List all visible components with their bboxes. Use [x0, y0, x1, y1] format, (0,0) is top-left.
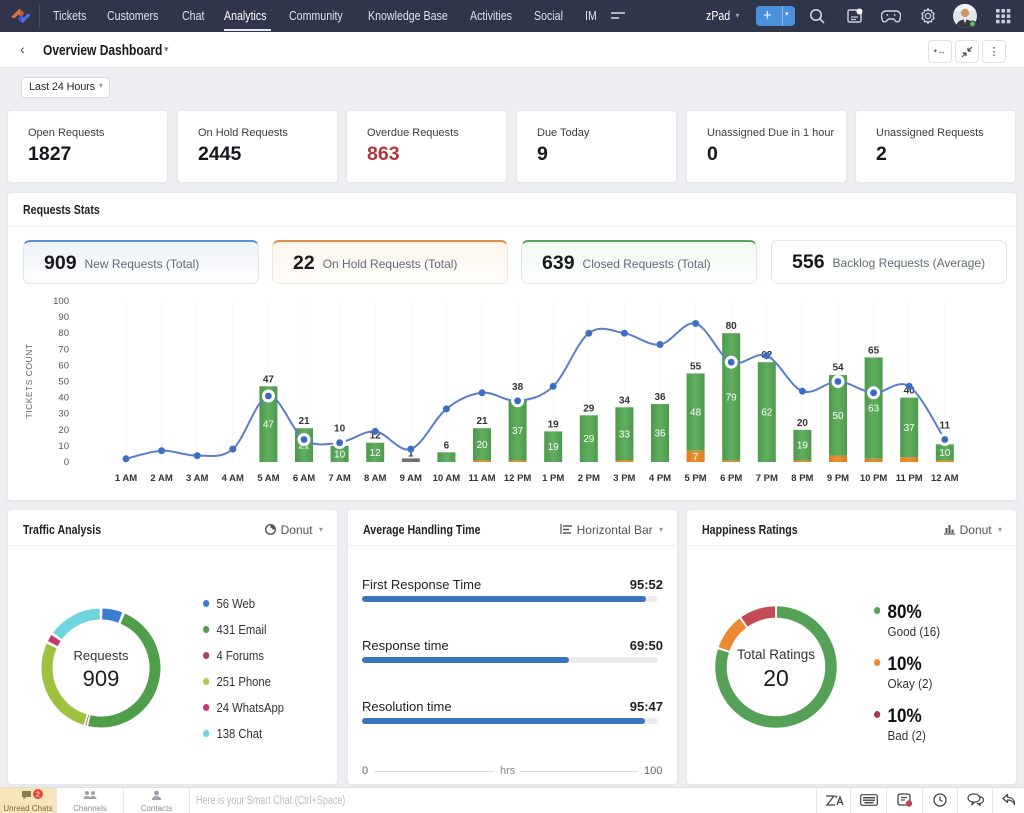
svg-text:29: 29: [583, 434, 595, 445]
svg-text:TICKETS COUNT: TICKETS COUNT: [24, 344, 34, 419]
svg-text:7 AM: 7 AM: [328, 473, 350, 484]
svg-text:40: 40: [904, 386, 916, 397]
svg-text:37: 37: [512, 426, 524, 437]
svg-text:79: 79: [726, 392, 738, 403]
svg-text:12: 12: [370, 448, 382, 459]
svg-text:19: 19: [548, 419, 560, 430]
svg-text:3 PM: 3 PM: [613, 473, 635, 484]
svg-text:65: 65: [868, 345, 880, 356]
svg-text:5 PM: 5 PM: [685, 473, 707, 484]
svg-text:60: 60: [58, 360, 69, 371]
svg-text:30: 30: [58, 409, 69, 420]
svg-text:70: 70: [58, 344, 69, 355]
svg-text:80: 80: [726, 321, 738, 332]
svg-text:21: 21: [298, 416, 310, 427]
svg-text:40: 40: [58, 393, 69, 404]
svg-text:80: 80: [58, 328, 69, 339]
svg-text:36: 36: [654, 392, 666, 403]
svg-text:11 PM: 11 PM: [896, 473, 923, 484]
svg-text:0: 0: [64, 457, 69, 468]
svg-text:10: 10: [334, 424, 346, 435]
svg-text:12: 12: [370, 431, 382, 442]
svg-text:20: 20: [797, 418, 809, 429]
svg-text:11: 11: [940, 421, 951, 432]
svg-text:1: 1: [408, 448, 414, 459]
svg-text:6: 6: [444, 440, 450, 451]
svg-text:20: 20: [476, 440, 488, 451]
svg-text:19: 19: [797, 441, 809, 452]
svg-text:10: 10: [334, 449, 346, 460]
svg-text:5 AM: 5 AM: [257, 473, 279, 484]
svg-text:1 PM: 1 PM: [542, 473, 564, 484]
svg-text:2: 2: [36, 792, 40, 799]
svg-text:6 AM: 6 AM: [293, 473, 315, 484]
svg-text:10: 10: [939, 448, 951, 459]
svg-text:2 AM: 2 AM: [150, 473, 172, 484]
svg-text:48: 48: [690, 408, 702, 419]
svg-text:7 PM: 7 PM: [756, 473, 778, 484]
svg-text:7: 7: [693, 452, 699, 463]
svg-text:1 AM: 1 AM: [115, 473, 137, 484]
svg-text:10 PM: 10 PM: [860, 473, 888, 484]
svg-text:3 AM: 3 AM: [186, 473, 208, 484]
svg-text:12 AM: 12 AM: [931, 473, 959, 484]
svg-text:6 PM: 6 PM: [720, 473, 742, 484]
svg-text:4 AM: 4 AM: [222, 473, 244, 484]
svg-text:54: 54: [832, 363, 844, 374]
svg-text:2 PM: 2 PM: [578, 473, 600, 484]
svg-text:50: 50: [58, 377, 69, 388]
svg-text:100: 100: [53, 296, 69, 307]
svg-text:9 AM: 9 AM: [400, 473, 422, 484]
svg-text:47: 47: [263, 374, 275, 385]
svg-text:37: 37: [904, 423, 916, 434]
svg-text:4 PM: 4 PM: [649, 473, 671, 484]
svg-text:90: 90: [58, 312, 69, 323]
svg-text:62: 62: [761, 408, 773, 419]
svg-text:55: 55: [690, 361, 702, 372]
svg-text:19: 19: [548, 442, 560, 453]
svg-text:34: 34: [619, 395, 631, 406]
svg-text:12 PM: 12 PM: [504, 473, 532, 484]
svg-text:29: 29: [583, 403, 595, 414]
svg-text:36: 36: [654, 429, 666, 440]
svg-text:21: 21: [298, 441, 310, 452]
svg-text:9 PM: 9 PM: [827, 473, 849, 484]
svg-text:11 AM: 11 AM: [468, 473, 495, 484]
svg-text:38: 38: [512, 382, 524, 393]
svg-text:47: 47: [263, 420, 275, 431]
svg-text:33: 33: [619, 429, 631, 440]
svg-text:63: 63: [868, 404, 880, 415]
svg-text:10 AM: 10 AM: [433, 473, 461, 484]
svg-text:50: 50: [832, 411, 844, 422]
svg-text:10: 10: [58, 441, 69, 452]
svg-text:20: 20: [58, 425, 69, 436]
svg-text:8 PM: 8 PM: [791, 473, 813, 484]
svg-text:8 AM: 8 AM: [364, 473, 386, 484]
svg-text:21: 21: [476, 416, 488, 427]
